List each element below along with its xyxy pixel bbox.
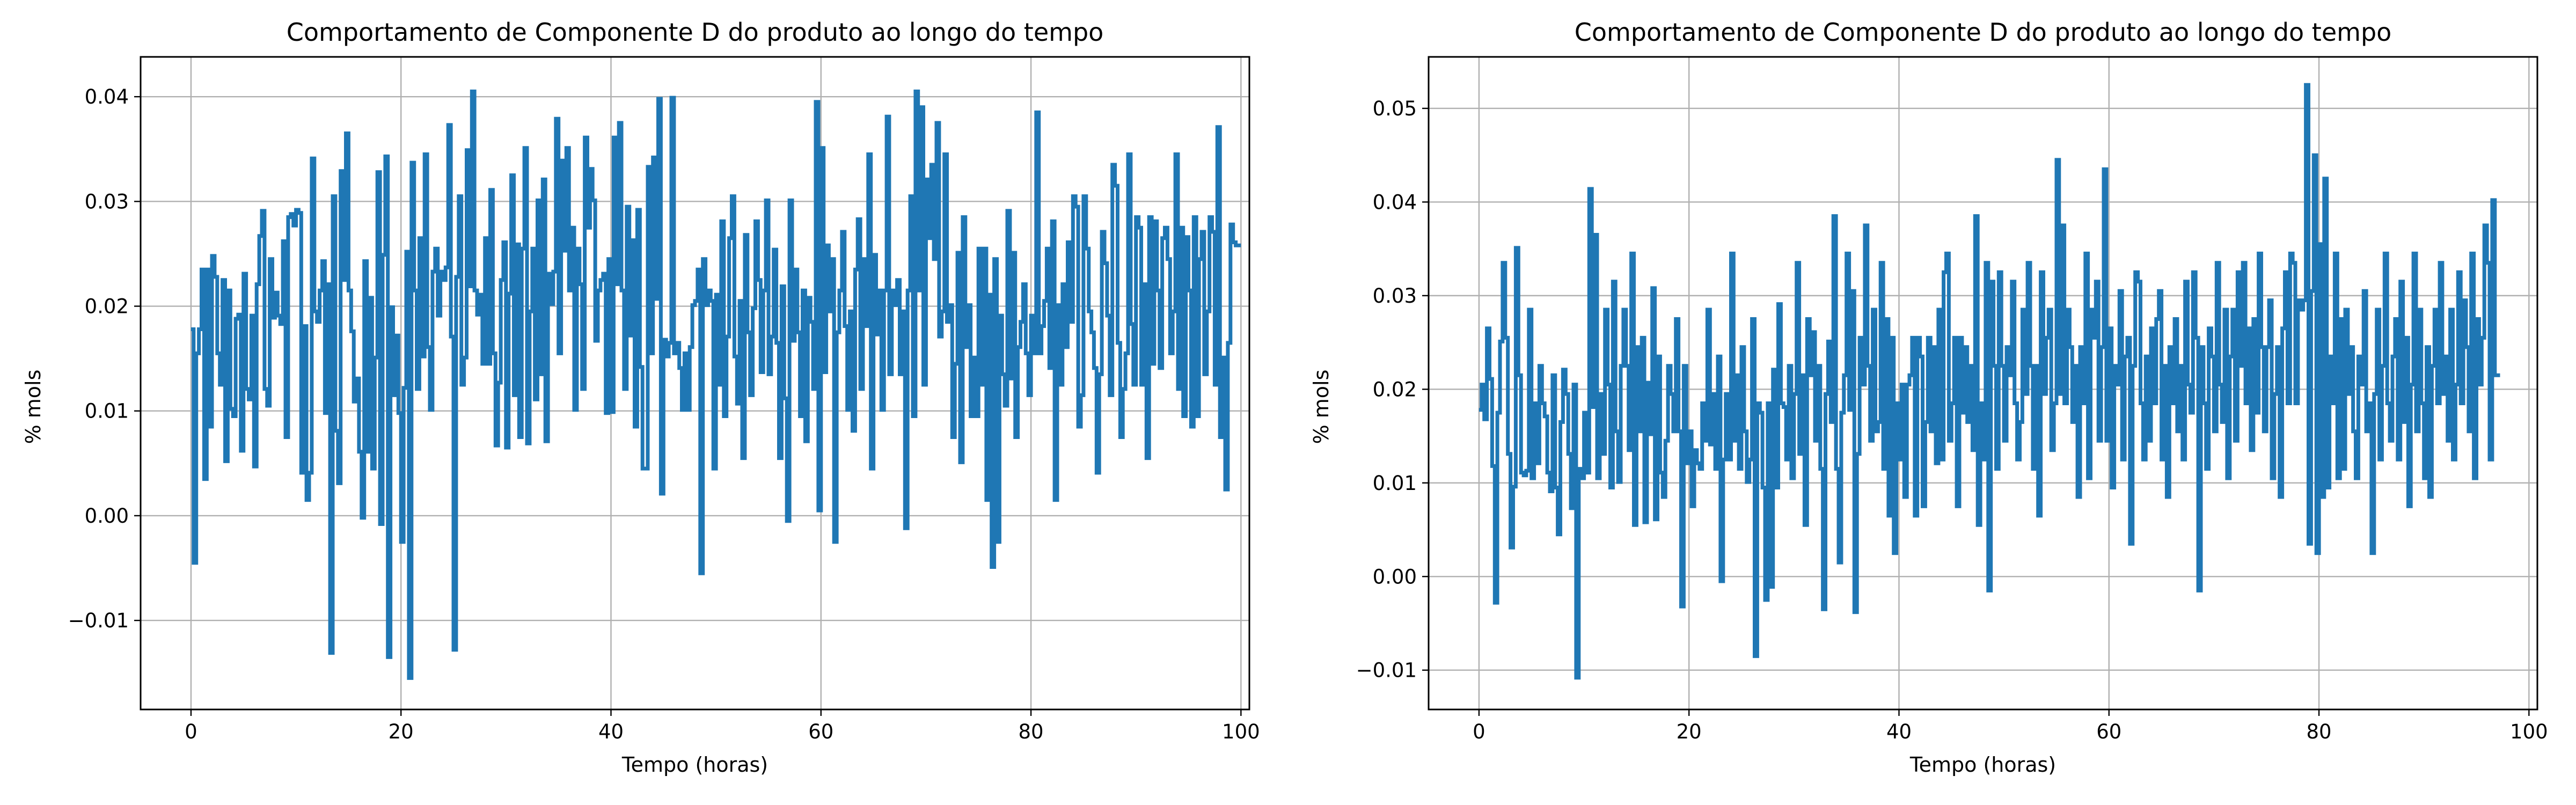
y-tick-label: 0.02 [85, 295, 129, 318]
y-axis-label: % mols [21, 370, 45, 444]
chart-title: Comportamento de Componente D do produto… [287, 18, 1104, 47]
axes-border [1428, 56, 2538, 711]
x-tick-label: 40 [1886, 720, 1912, 743]
y-tick-label: 0.01 [1373, 472, 1417, 495]
y-axis-ticks: −0.01 0.00 0.01 0.02 0.03 0.04 0.05 [1356, 97, 1429, 682]
x-tick-label: 60 [2096, 720, 2121, 743]
series-line [191, 89, 1241, 680]
x-tick-label: 100 [1222, 720, 1260, 743]
x-tick-label: 20 [389, 720, 414, 743]
x-axis-label: Tempo (horas) [621, 753, 768, 777]
x-tick-label: 0 [185, 720, 197, 743]
series-line [1479, 83, 2500, 680]
plot-area [1479, 83, 2500, 680]
y-tick-label: 0.05 [1373, 97, 1417, 120]
chart-panel-right: Comportamento de Componente D do produto… [1309, 18, 2548, 777]
x-axis-label: Tempo (horas) [1909, 753, 2056, 777]
y-tick-label: 0.00 [1373, 565, 1417, 588]
axes-border [140, 56, 1250, 711]
x-tick-label: 60 [808, 720, 833, 743]
x-tick-label: 0 [1473, 720, 1485, 743]
y-tick-label: 0.04 [85, 85, 129, 108]
x-tick-label: 100 [2510, 720, 2548, 743]
x-tick-label: 80 [2307, 720, 2332, 743]
y-tick-label: 0.01 [85, 400, 129, 423]
y-tick-label: 0.04 [1373, 191, 1417, 214]
plot-area [191, 89, 1241, 680]
x-axis-ticks: 0 20 40 60 80 100 [185, 709, 1260, 743]
y-axis-ticks: −0.01 0.00 0.01 0.02 0.03 0.04 [68, 85, 141, 632]
axes-frame [140, 56, 1250, 711]
chart-panel-left: Comportamento de Componente D do produto… [21, 18, 1260, 777]
y-tick-label: 0.03 [85, 190, 129, 213]
chart-title: Comportamento de Componente D do produto… [1575, 18, 2392, 47]
x-tick-label: 40 [598, 720, 624, 743]
y-tick-label: −0.01 [68, 609, 129, 632]
y-tick-label: 0.00 [85, 504, 129, 528]
x-axis-ticks: 0 20 40 60 80 100 [1473, 709, 2548, 743]
y-tick-label: 0.03 [1373, 284, 1417, 308]
x-tick-label: 80 [1019, 720, 1044, 743]
x-tick-label: 20 [1677, 720, 1702, 743]
axes-frame [1428, 56, 2538, 711]
y-axis-label: % mols [1309, 370, 1333, 444]
y-tick-label: −0.01 [1356, 659, 1417, 682]
y-tick-label: 0.02 [1373, 378, 1417, 401]
